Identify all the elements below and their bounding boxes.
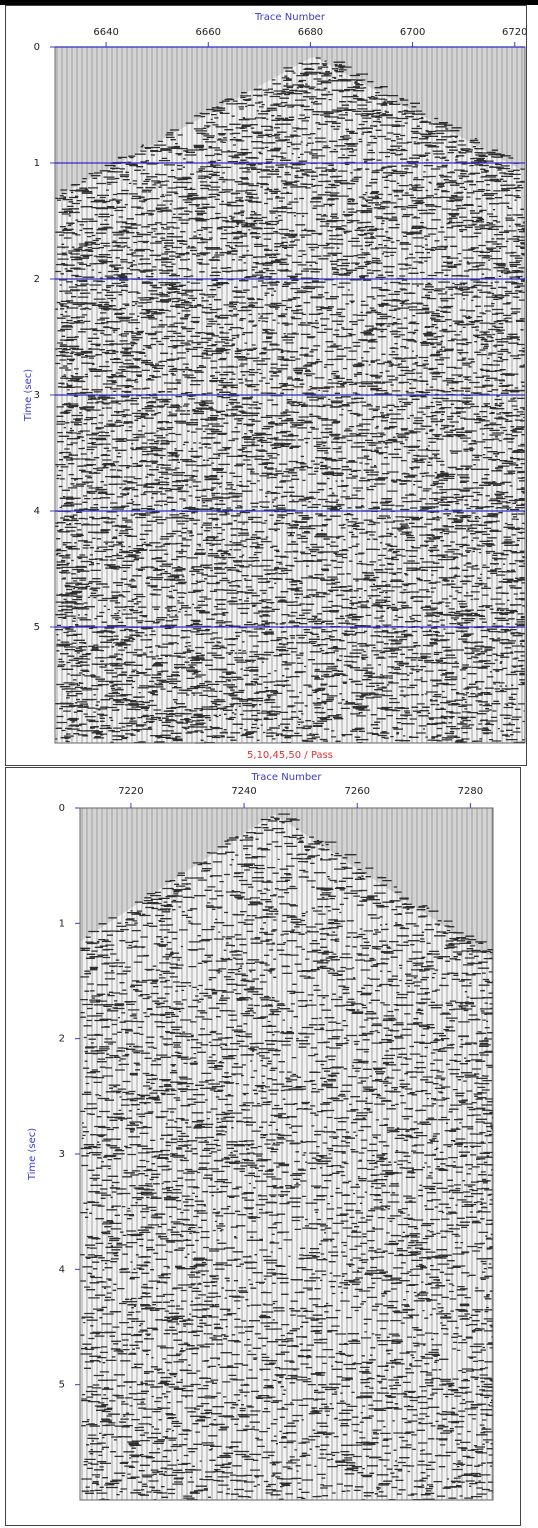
y-axis-label: Time (sec) [27,1128,38,1181]
y-tick-label: 1 [59,918,65,929]
y-tick-label: 2 [59,1034,65,1045]
top-bar [0,0,538,5]
panel-frame [5,767,521,1526]
x-axis-label: Trace Number [254,12,326,23]
y-tick-label: 4 [34,506,40,517]
y-tick-label: 2 [34,274,40,285]
x-axis-label: Trace Number [251,772,323,783]
y-tick-label: 5 [59,1380,65,1391]
x-tick-label: 6660 [196,27,221,38]
y-axis-label: Time (sec) [23,369,34,422]
subtitle: 5,10,45,50 / Pass [247,750,333,761]
seismic-texture [80,813,493,1501]
y-tick-label: 5 [34,622,40,633]
x-tick-label: 7260 [344,786,369,797]
x-tick-label: 6720 [502,27,527,38]
x-tick-label: 7220 [118,786,143,797]
x-tick-label: 7240 [231,786,256,797]
x-tick-label: 6640 [93,27,118,38]
seismic-texture [55,57,525,744]
x-tick-label: 7280 [458,786,483,797]
y-tick-label: 4 [59,1264,65,1275]
y-tick-label: 3 [34,390,40,401]
y-tick-label: 0 [34,42,40,53]
x-tick-label: 6700 [400,27,425,38]
y-tick-label: 1 [34,158,40,169]
x-tick-label: 6680 [298,27,323,38]
panel-frame [5,5,527,766]
y-tick-label: 0 [59,803,65,814]
y-tick-label: 3 [59,1149,65,1160]
